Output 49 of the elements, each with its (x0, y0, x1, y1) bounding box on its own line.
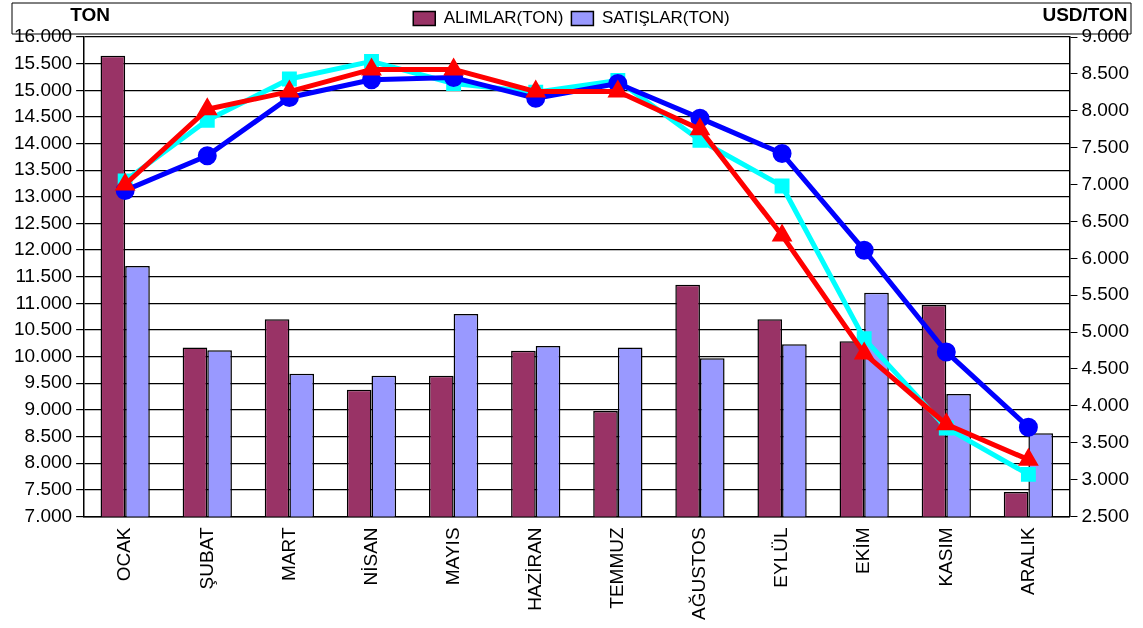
y2-tick-label: 6.000 (1081, 246, 1129, 268)
legend-label: SATIŞLAR(TON) (601, 8, 730, 28)
y-tick-label: 10.500 (13, 318, 73, 340)
y-tick-label: 12.500 (13, 211, 73, 233)
y2-tick-label: 8.500 (1081, 62, 1129, 84)
y-tick-label: 10.000 (13, 344, 73, 366)
y2-tick-label: 7.000 (1081, 172, 1129, 194)
x-tick-label: EKİM (852, 527, 874, 574)
y2-tick-label: 4.500 (1081, 357, 1129, 379)
y-tick-label: 15.000 (13, 78, 73, 100)
y-tick-label: 8.000 (24, 451, 73, 473)
y2-tick-label: 4.000 (1081, 394, 1129, 416)
y-tick-label: 16.000 (13, 25, 73, 47)
y2-tick-label: 3.500 (1081, 430, 1129, 452)
y-tick-label: 7.500 (24, 478, 73, 500)
y-tick-label: 13.000 (13, 185, 73, 207)
y-tick-label: 11.000 (15, 291, 73, 313)
x-tick-label: OCAK (113, 527, 135, 582)
y-tick-label: 9.500 (24, 371, 73, 393)
x-tick-label: NİSAN (359, 527, 381, 586)
x-tick-label: AĞUSTOS (688, 527, 710, 620)
y2-tick-label: 2.500 (1081, 504, 1129, 526)
y-tick-label: 15.500 (13, 51, 73, 73)
x-tick-label: HAZİRAN (523, 527, 545, 611)
y-tick-label: 7.000 (24, 504, 73, 526)
y2-tick-label: 7.500 (1081, 135, 1129, 157)
x-tick-label: MART (277, 527, 299, 581)
y-tick-label: 12.000 (13, 238, 73, 260)
y2-tick-label: 5.000 (1081, 320, 1129, 342)
legend-label: ALIMLAR(TON) (443, 8, 564, 28)
y-tick-label: 13.500 (13, 158, 73, 180)
y-tick-label: 8.500 (24, 424, 73, 446)
y2-tick-label: 5.500 (1081, 283, 1129, 305)
x-tick-label: EYLÜL (770, 527, 792, 588)
x-tick-label: ŞUBAT (195, 527, 217, 590)
x-tick-label: TEMMUZ (606, 527, 628, 609)
x-tick-label: MAYIS (441, 527, 463, 586)
x-tick-label: ARALIK (1016, 527, 1038, 596)
y2-axis-title: USD/TON (1042, 3, 1128, 25)
y2-tick-label: 8.000 (1081, 98, 1129, 120)
y2-tick-label: 9.000 (1081, 25, 1129, 47)
y-tick-label: 14.500 (13, 105, 73, 127)
y2-tick-label: 6.500 (1081, 209, 1129, 231)
y-tick-label: 9.000 (24, 398, 73, 420)
y2-tick-label: 3.000 (1081, 467, 1129, 489)
y-tick-label: 11.500 (15, 264, 73, 286)
x-tick-label: KASIM (934, 527, 956, 587)
y-tick-label: 14.000 (13, 131, 73, 153)
y-axis-title: TON (70, 3, 110, 25)
